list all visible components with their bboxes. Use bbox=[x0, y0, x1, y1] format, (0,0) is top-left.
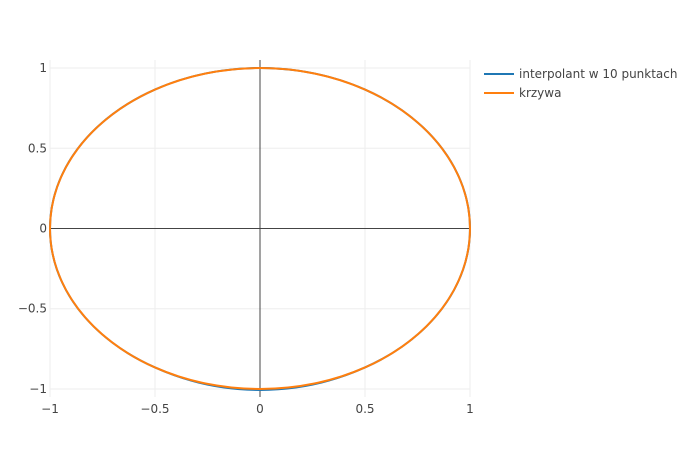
y-tick-label: 1 bbox=[39, 61, 47, 75]
x-tick-label: 0 bbox=[256, 402, 264, 416]
y-tick-label: −0.5 bbox=[18, 302, 47, 316]
x-tick-label: −0.5 bbox=[140, 402, 169, 416]
x-tick-label: −1 bbox=[41, 402, 59, 416]
y-tick-label: 0 bbox=[39, 222, 47, 236]
y-tick-label: 0.5 bbox=[28, 141, 47, 155]
series-line-1 bbox=[49, 67, 471, 390]
legend-item-1[interactable]: krzywa bbox=[484, 86, 561, 100]
legend-label: interpolant w 10 punktach bbox=[519, 67, 677, 81]
legend-item-0[interactable]: interpolant w 10 punktach bbox=[484, 67, 677, 81]
x-tick-label: 1 bbox=[466, 402, 474, 416]
x-tick-label: 0.5 bbox=[355, 402, 374, 416]
tick-labels: −1 −0.5 0 0.5 1 1 0.5 0 −0.5 −1 bbox=[18, 61, 474, 416]
zero-lines bbox=[50, 60, 470, 397]
y-tick-label: −1 bbox=[29, 382, 47, 396]
plot-area bbox=[49, 67, 471, 391]
legend[interactable]: interpolant w 10 punktach krzywa bbox=[484, 67, 677, 100]
legend-label: krzywa bbox=[519, 86, 561, 100]
